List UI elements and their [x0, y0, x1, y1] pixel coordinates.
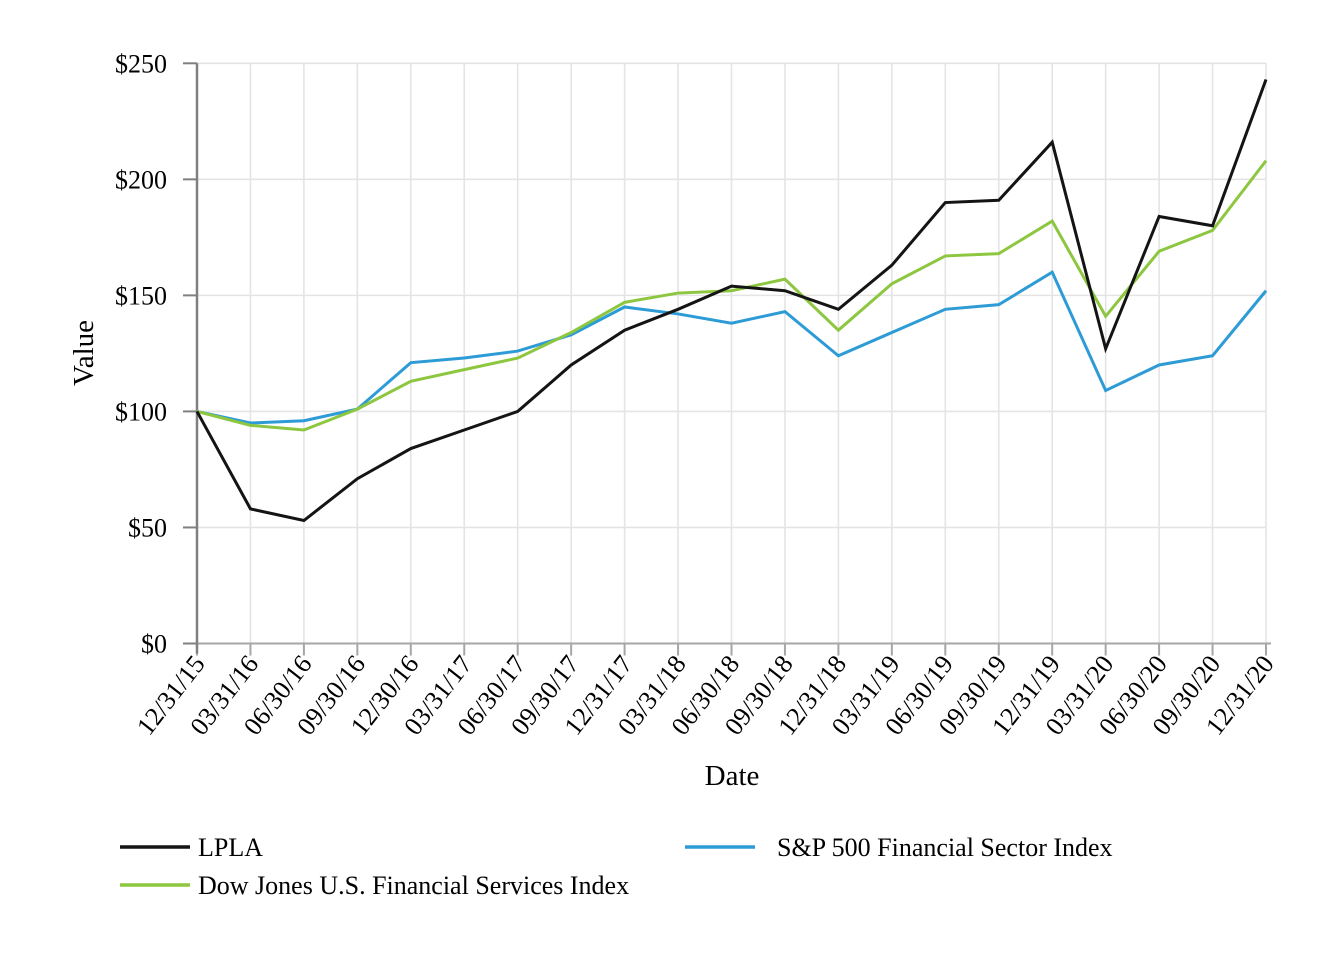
grid-layer [197, 62, 1267, 644]
y-tick-label: $0 [141, 630, 167, 659]
series-layer [195, 79, 1268, 523]
y-tick-label: $50 [128, 513, 167, 542]
legend-item-lpla: LPLA [120, 833, 263, 862]
x-axis-title: Date [705, 760, 760, 792]
axis-layer [183, 62, 1271, 656]
y-axis-title: Value [68, 320, 100, 386]
legend: LPLA S&P 500 Financial Sector Index Dow Jo… [120, 833, 1113, 900]
legend-item-s-p-500-financial-sector-index: S&P 500 Financial Sector Index [685, 833, 1113, 862]
y-tick-label: $250 [115, 49, 167, 78]
y-tick-label: $200 [115, 165, 167, 194]
lpla-line [195, 79, 1268, 523]
legend-label: LPLA [198, 833, 263, 862]
legend-item-dow-jones-u-s-financial-services-index: Dow Jones U.S. Financial Services Index [120, 871, 629, 900]
y-tick-label: $100 [115, 397, 167, 426]
s-p-500-financial-sector-index-line [196, 270, 1268, 425]
legend-label: S&P 500 Financial Sector Index [777, 833, 1113, 862]
legend-label: Dow Jones U.S. Financial Services Index [198, 871, 629, 900]
y-tick-label: $150 [115, 281, 167, 310]
